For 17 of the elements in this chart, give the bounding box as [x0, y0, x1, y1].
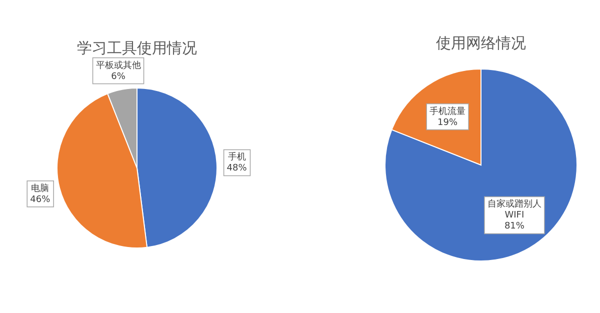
data-label: 手机流量 19%	[426, 103, 469, 130]
title: 使用网络情况	[436, 34, 526, 52]
data-label: 81%	[504, 222, 525, 232]
slice-label: 自家或蹭别人 WIFI	[487, 198, 542, 221]
data-label: 平板或其他 6%	[92, 57, 144, 84]
data-label: 48%	[226, 164, 248, 174]
data-label: 46%	[30, 194, 51, 205]
data-label: 6%	[111, 72, 126, 82]
slice-label: 电脑	[31, 182, 50, 194]
title: 学习工具使用情况	[77, 39, 197, 57]
slice-label: 手机流量	[430, 106, 466, 117]
slice-label: 平板或其他	[96, 60, 141, 71]
data-label: 手机 48%	[223, 149, 251, 176]
slice-label: 手机	[228, 152, 246, 163]
data-label: 电脑 46%	[26, 180, 54, 208]
data-label: 自家或蹭别人 WIFI 81%	[484, 196, 545, 234]
data-label: 19%	[438, 118, 458, 128]
